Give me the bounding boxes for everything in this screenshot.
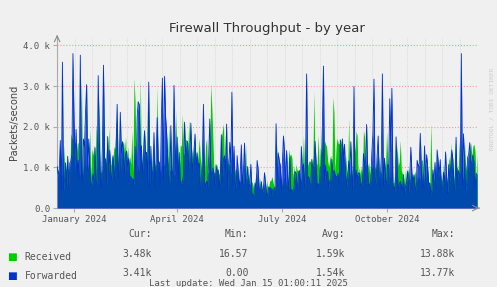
Text: RRDTOOL / TOBI OETIKER: RRDTOOL / TOBI OETIKER <box>490 68 495 150</box>
Text: Max:: Max: <box>431 229 455 239</box>
Title: Firewall Throughput - by year: Firewall Throughput - by year <box>169 22 365 35</box>
Text: 13.77k: 13.77k <box>419 267 455 278</box>
Text: 0.00: 0.00 <box>225 267 248 278</box>
Text: 1.54k: 1.54k <box>316 267 345 278</box>
Text: Received: Received <box>25 252 72 262</box>
Text: 3.48k: 3.48k <box>122 249 152 259</box>
Text: Min:: Min: <box>225 229 248 239</box>
Text: 16.57: 16.57 <box>219 249 248 259</box>
Text: Last update: Wed Jan 15 01:00:11 2025: Last update: Wed Jan 15 01:00:11 2025 <box>149 280 348 287</box>
Text: ■: ■ <box>7 271 17 280</box>
Text: ■: ■ <box>7 252 17 262</box>
Text: Cur:: Cur: <box>128 229 152 239</box>
Text: 3.41k: 3.41k <box>122 267 152 278</box>
Y-axis label: Packets/second: Packets/second <box>9 85 19 160</box>
Text: Forwarded: Forwarded <box>25 271 78 280</box>
Text: Avg:: Avg: <box>322 229 345 239</box>
Text: 13.88k: 13.88k <box>419 249 455 259</box>
Text: 1.59k: 1.59k <box>316 249 345 259</box>
